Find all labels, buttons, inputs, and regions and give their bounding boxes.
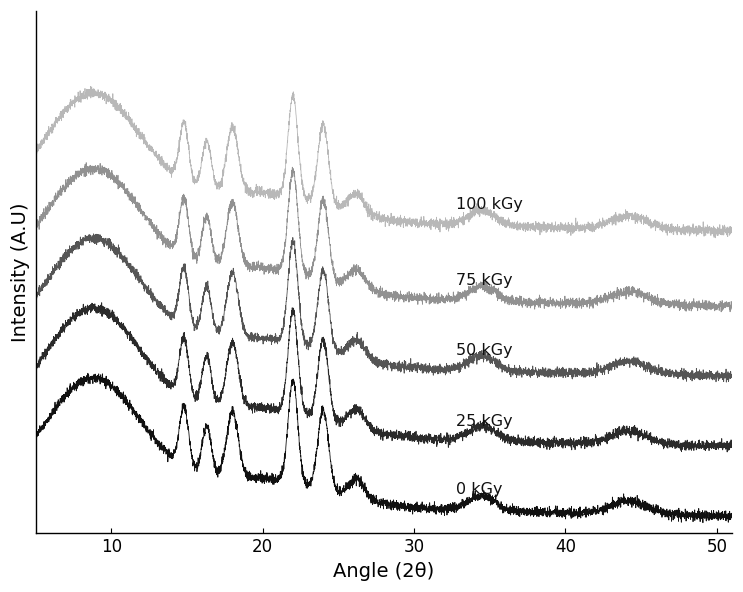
Text: 0 kGy: 0 kGy (456, 482, 503, 497)
Text: 25 kGy: 25 kGy (456, 414, 513, 429)
Y-axis label: Intensity (A.U): Intensity (A.U) (11, 202, 30, 342)
X-axis label: Angle (2θ): Angle (2θ) (333, 562, 435, 581)
Text: 100 kGy: 100 kGy (456, 197, 523, 212)
Text: 75 kGy: 75 kGy (456, 272, 513, 288)
Text: 50 kGy: 50 kGy (456, 343, 513, 358)
